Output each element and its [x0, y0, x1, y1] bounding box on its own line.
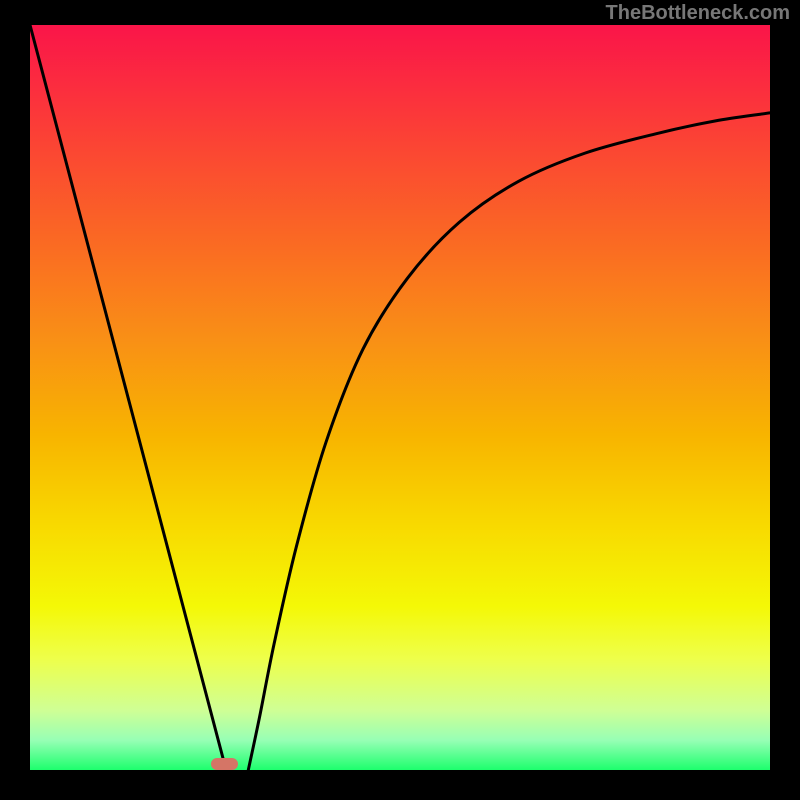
chart-container: { "canvas": { "width": 800, "height": 80…	[0, 0, 800, 800]
watermark-text: TheBottleneck.com	[606, 2, 790, 25]
bottleneck-curve	[30, 25, 770, 770]
curve-right-segment	[248, 113, 770, 770]
curve-left-segment	[30, 25, 226, 770]
vertex-marker	[211, 758, 238, 769]
plot-area	[30, 25, 770, 770]
